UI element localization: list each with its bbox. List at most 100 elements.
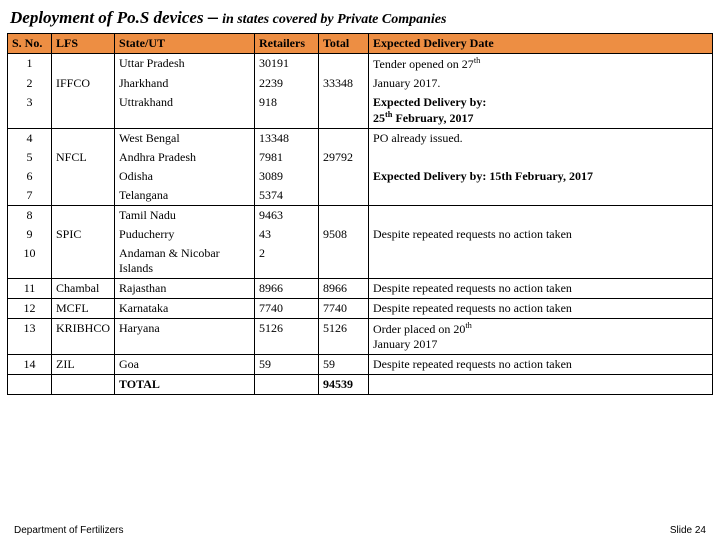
cell-lfs: NFCL <box>52 148 115 167</box>
footer: Department of Fertilizers Slide 24 <box>14 525 706 536</box>
cell-sno: 14 <box>8 355 52 375</box>
table-row: 6 Odisha 3089 Expected Delivery by: 15th… <box>8 167 713 186</box>
table-row: 13 KRIBHCO Haryana 5126 5126 Order place… <box>8 319 713 355</box>
cell-state: Haryana <box>115 319 255 355</box>
cell-exp: January 2017. <box>369 74 713 93</box>
table-row: 3 Uttrakhand 918 Expected Delivery by:25… <box>8 93 713 129</box>
cell-exp <box>369 148 713 167</box>
cell-total: 5126 <box>319 319 369 355</box>
cell-sno: 6 <box>8 167 52 186</box>
cell-exp: Expected Delivery by: 15th February, 201… <box>369 167 713 186</box>
cell-total <box>319 129 369 149</box>
cell-total <box>319 206 369 226</box>
cell-ret: 59 <box>255 355 319 375</box>
cell-state: Telangana <box>115 186 255 206</box>
table-row: 12 MCFL Karnataka 7740 7740 Despite repe… <box>8 299 713 319</box>
cell-total-label: TOTAL <box>115 375 255 395</box>
cell-ret: 9463 <box>255 206 319 226</box>
cell-sno: 4 <box>8 129 52 149</box>
cell-exp <box>369 375 713 395</box>
cell-sno: 8 <box>8 206 52 226</box>
cell-state: Andaman & Nicobar Islands <box>115 244 255 279</box>
cell-state: Uttar Pradesh <box>115 54 255 75</box>
cell-state: Tamil Nadu <box>115 206 255 226</box>
cell-state: Goa <box>115 355 255 375</box>
cell-ret: 5126 <box>255 319 319 355</box>
th-total: Total <box>319 34 369 54</box>
table-total-row: TOTAL 94539 <box>8 375 713 395</box>
cell-state: Andhra Pradesh <box>115 148 255 167</box>
cell-total: 59 <box>319 355 369 375</box>
cell-lfs <box>52 206 115 226</box>
cell-ret: 918 <box>255 93 319 129</box>
table-row: 2 IFFCO Jharkhand 2239 33348 January 201… <box>8 74 713 93</box>
cell-lfs: Chambal <box>52 279 115 299</box>
cell-total <box>319 54 369 75</box>
cell-total: 33348 <box>319 74 369 93</box>
cell-exp: Despite repeated requests no action take… <box>369 355 713 375</box>
cell-ret: 7740 <box>255 299 319 319</box>
cell-lfs <box>52 244 115 279</box>
cell-lfs: IFFCO <box>52 74 115 93</box>
cell-lfs <box>52 93 115 129</box>
cell-total: 29792 <box>319 148 369 167</box>
cell-sno: 13 <box>8 319 52 355</box>
cell-sno: 12 <box>8 299 52 319</box>
cell-state: Odisha <box>115 167 255 186</box>
cell-sno: 10 <box>8 244 52 279</box>
table-row: 9 SPIC Puducherry 43 9508 Despite repeat… <box>8 225 713 244</box>
cell-sno: 11 <box>8 279 52 299</box>
cell-exp: Order placed on 20thJanuary 2017 <box>369 319 713 355</box>
table-header-row: S. No. LFS State/UT Retailers Total Expe… <box>8 34 713 54</box>
cell-ret: 2 <box>255 244 319 279</box>
cell-lfs <box>52 167 115 186</box>
cell-lfs: MCFL <box>52 299 115 319</box>
cell-total-value: 94539 <box>319 375 369 395</box>
table-row: 8 Tamil Nadu 9463 <box>8 206 713 226</box>
cell-lfs: KRIBHCO <box>52 319 115 355</box>
cell-lfs: SPIC <box>52 225 115 244</box>
table-row: 4 West Bengal 13348 PO already issued. <box>8 129 713 149</box>
cell-lfs <box>52 186 115 206</box>
cell-sno: 1 <box>8 54 52 75</box>
cell-sno: 3 <box>8 93 52 129</box>
th-expected: Expected Delivery Date <box>369 34 713 54</box>
cell-state: Jharkhand <box>115 74 255 93</box>
page-title: Deployment of Po.S devices – in states c… <box>0 0 720 33</box>
cell-total: 7740 <box>319 299 369 319</box>
cell-sno: 2 <box>8 74 52 93</box>
cell-ret: 7981 <box>255 148 319 167</box>
title-dash: – <box>208 6 218 28</box>
cell-sno: 7 <box>8 186 52 206</box>
cell-lfs <box>52 54 115 75</box>
table-row: 11 Chambal Rajasthan 8966 8966 Despite r… <box>8 279 713 299</box>
cell-total: 8966 <box>319 279 369 299</box>
cell-exp: Expected Delivery by:25th February, 2017 <box>369 93 713 129</box>
table-row: 14 ZIL Goa 59 59 Despite repeated reques… <box>8 355 713 375</box>
cell-state: Karnataka <box>115 299 255 319</box>
cell-exp: Despite repeated requests no action take… <box>369 299 713 319</box>
cell-state: Uttrakhand <box>115 93 255 129</box>
cell-ret: 43 <box>255 225 319 244</box>
cell-exp <box>369 186 713 206</box>
title-main: Deployment of Po.S devices <box>10 8 204 27</box>
cell-ret: 5374 <box>255 186 319 206</box>
cell-ret: 3089 <box>255 167 319 186</box>
cell-total: 9508 <box>319 225 369 244</box>
cell-total <box>319 93 369 129</box>
table-row: 5 NFCL Andhra Pradesh 7981 29792 <box>8 148 713 167</box>
cell-exp: Despite repeated requests no action take… <box>369 279 713 299</box>
cell-lfs <box>52 129 115 149</box>
th-sno: S. No. <box>8 34 52 54</box>
cell-state: West Bengal <box>115 129 255 149</box>
table-row: 10 Andaman & Nicobar Islands 2 <box>8 244 713 279</box>
cell-state: Puducherry <box>115 225 255 244</box>
footer-right: Slide 24 <box>670 525 706 536</box>
cell-total <box>319 244 369 279</box>
th-retailers: Retailers <box>255 34 319 54</box>
cell-ret: 2239 <box>255 74 319 93</box>
th-state: State/UT <box>115 34 255 54</box>
cell-ret: 13348 <box>255 129 319 149</box>
cell-exp: Despite repeated requests no action take… <box>369 225 713 244</box>
deployment-table: S. No. LFS State/UT Retailers Total Expe… <box>7 33 713 395</box>
